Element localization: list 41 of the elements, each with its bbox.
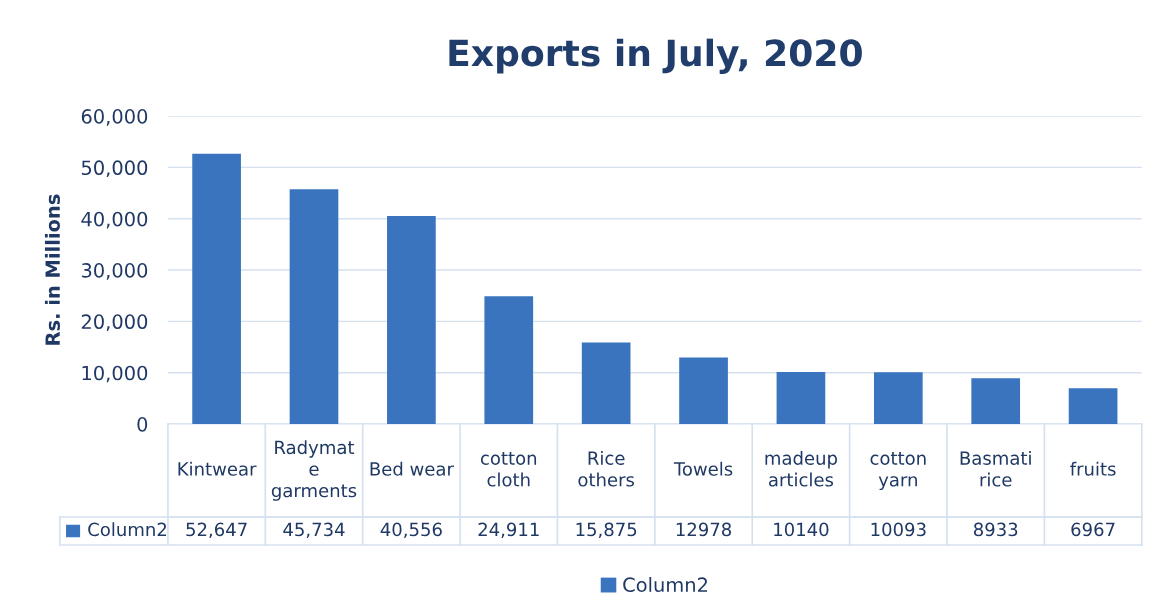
- text: Column2: [623, 577, 708, 593]
- x-tick-label: madeup articles: [765, 450, 838, 487]
- legend-label: Column2: [88, 522, 167, 537]
- bar: [192, 153, 241, 425]
- y-tick-label: 40,000: [81, 211, 148, 229]
- bar: [679, 357, 728, 425]
- data-label: 10140: [774, 522, 829, 537]
- chart-title: Exports in July, 2020: [449, 38, 862, 74]
- y-tick-label: 20,000: [81, 314, 148, 332]
- y-tick-label: 60,000: [81, 109, 148, 126]
- data-label: 6967: [1071, 522, 1115, 537]
- y-tick-label: 10,000: [82, 365, 148, 383]
- x-tick-label: Bed wear: [370, 461, 454, 476]
- bar: [387, 215, 436, 425]
- bar: [971, 378, 1021, 425]
- x-tick-label: cotton yarn: [870, 452, 926, 491]
- bar: [484, 296, 534, 425]
- x-tick-label: Basmati rice: [960, 450, 1031, 487]
- bar: [289, 189, 339, 425]
- bar: [873, 372, 923, 425]
- bar: [1068, 388, 1118, 425]
- bar: [581, 342, 631, 425]
- data-label: 45,734: [283, 522, 345, 539]
- y-axis-title: Rs. in Millions: [44, 194, 60, 345]
- x-tick-label: Towels: [673, 461, 733, 476]
- y-tick-label: 0: [137, 416, 148, 432]
- data-label: 24,911: [478, 522, 539, 539]
- x-tick-label: fruits: [1070, 461, 1116, 476]
- x-tick-label: Radymat e garments: [271, 440, 357, 501]
- data-label: 8933: [973, 522, 1018, 537]
- y-tick-label: 50,000: [81, 160, 148, 178]
- data-label: 10093: [871, 522, 926, 537]
- y-tick-label: 30,000: [81, 263, 148, 280]
- data-label: 52,647: [186, 522, 247, 539]
- data-label: 15,875: [576, 522, 637, 539]
- data-label: 12978: [676, 522, 732, 537]
- x-tick-label: cotton cloth: [480, 452, 537, 487]
- x-tick-label: Rice others: [578, 450, 635, 487]
- data-label: 40,556: [380, 522, 442, 539]
- bar: [776, 371, 826, 425]
- x-tick-label: Kintwear: [178, 461, 257, 476]
